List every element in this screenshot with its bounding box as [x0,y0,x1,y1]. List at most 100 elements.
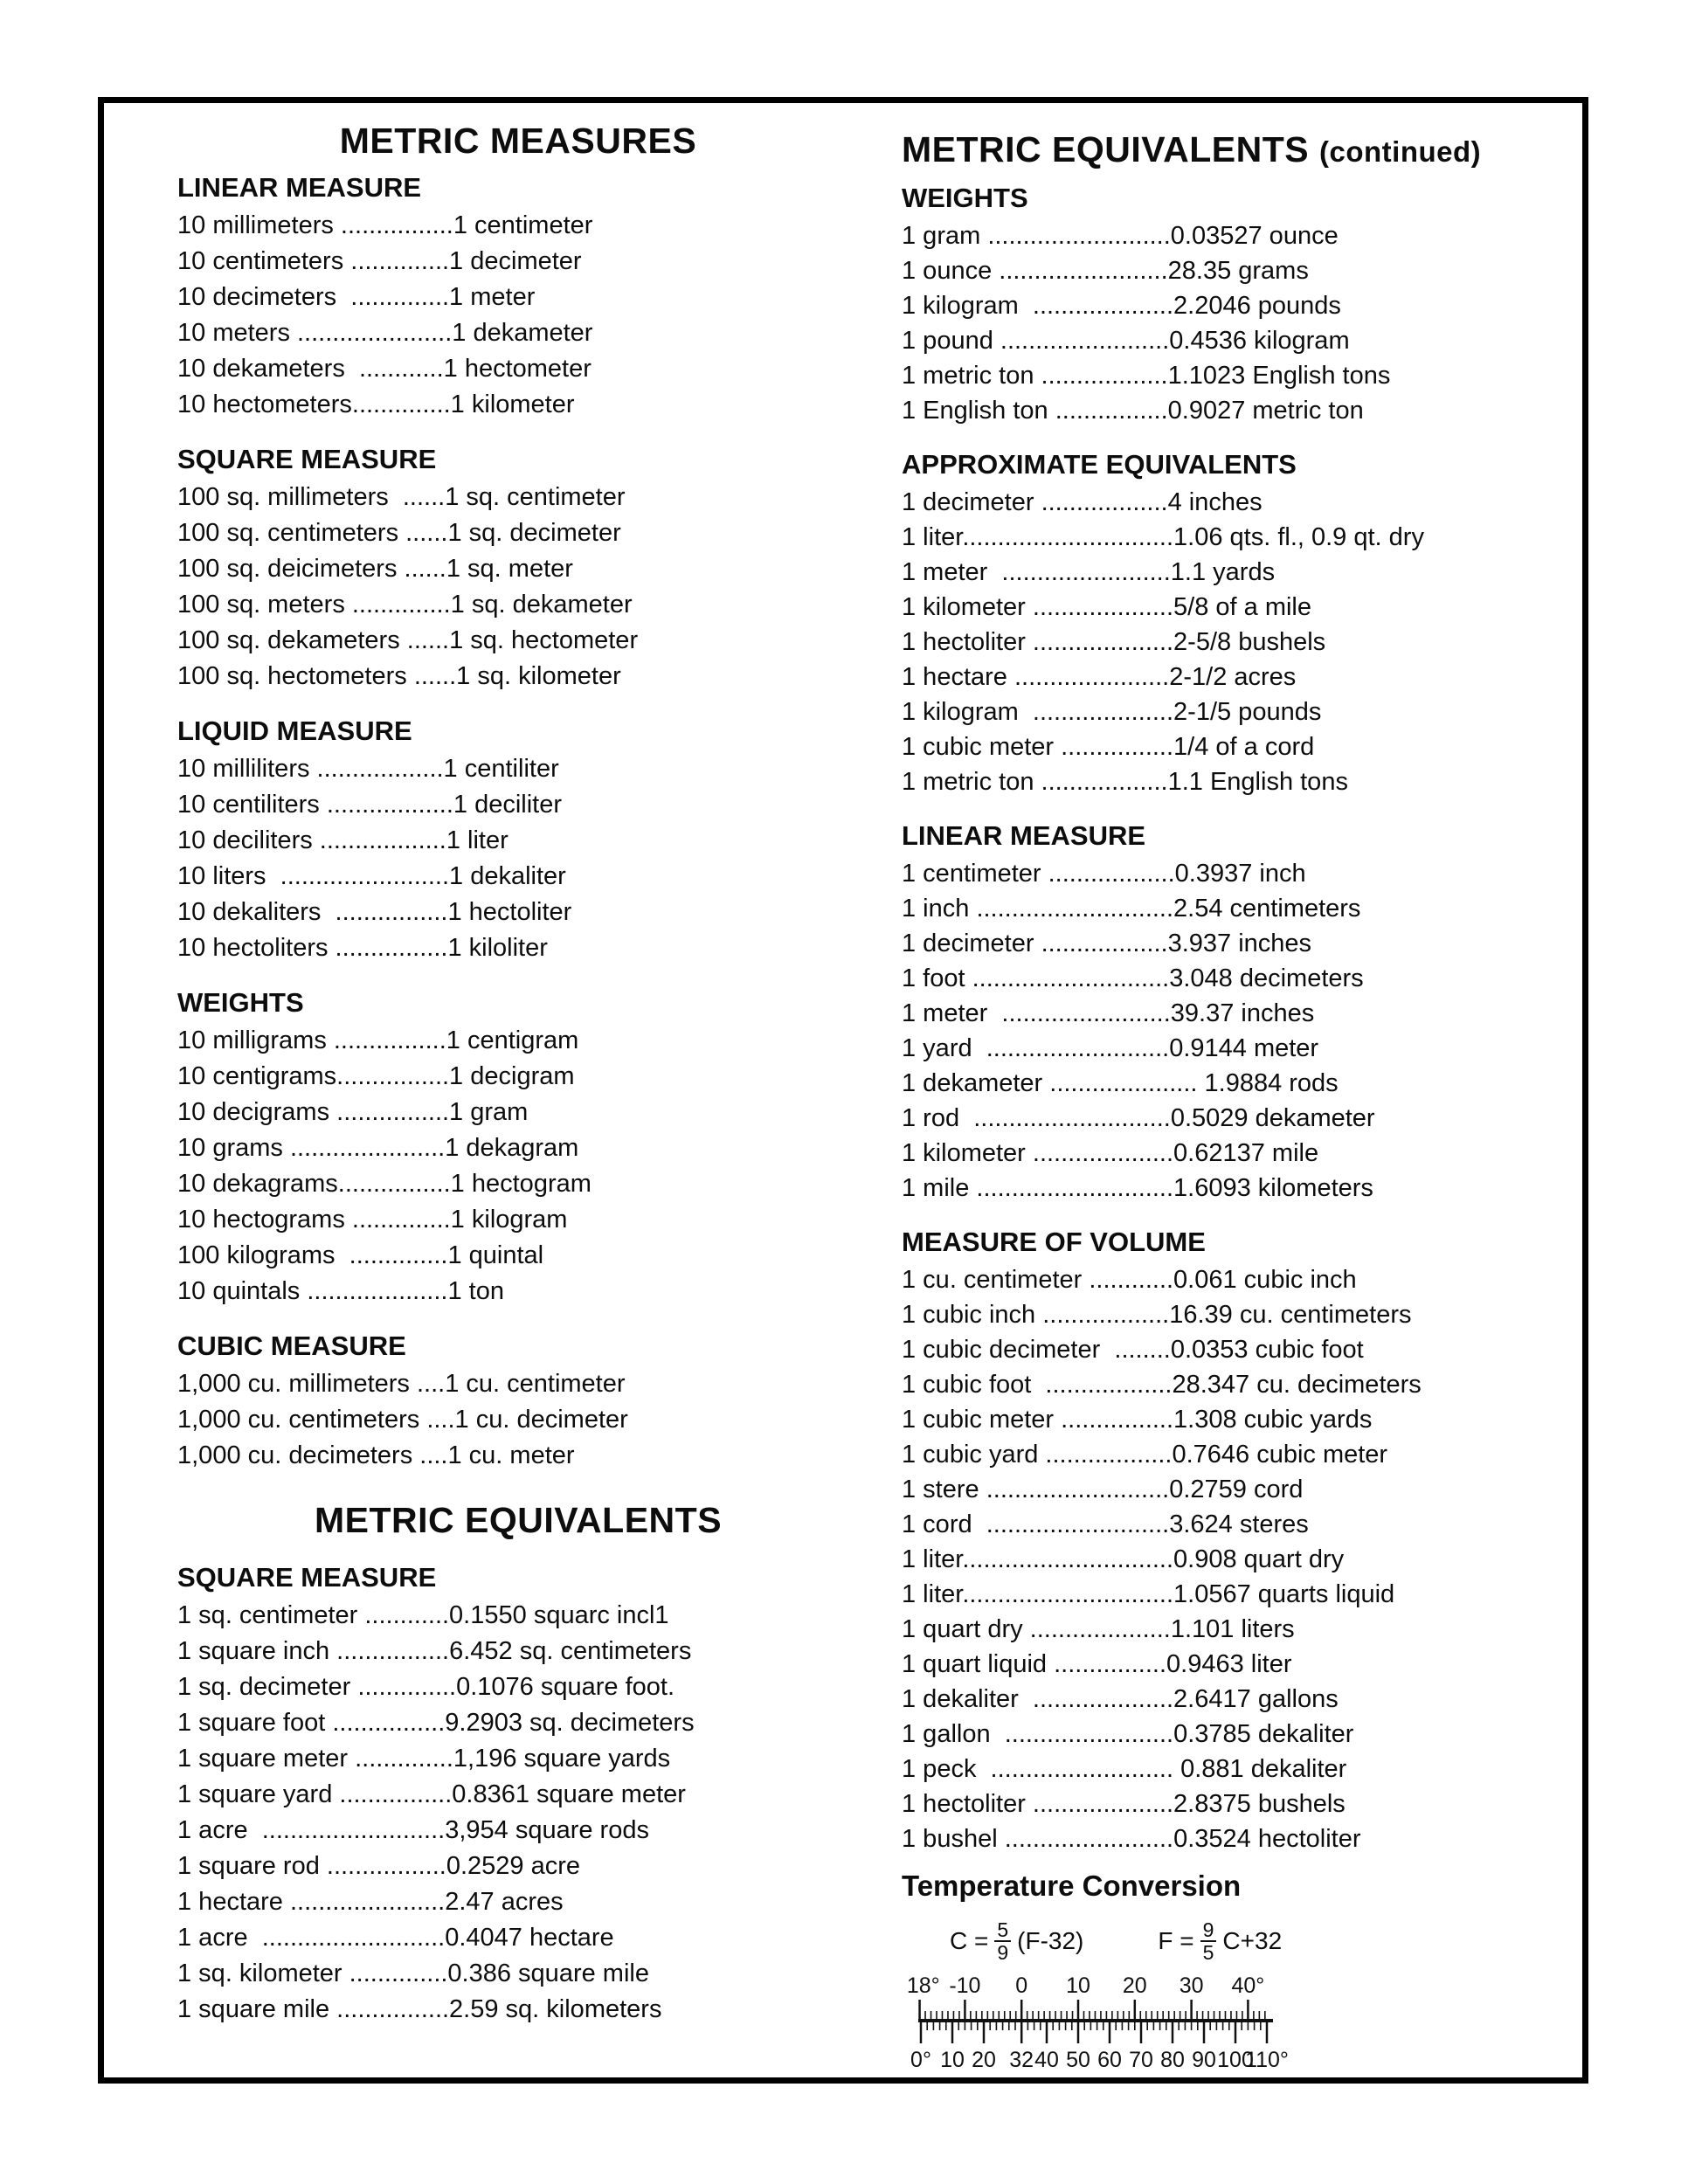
conversion-line: 1 hectoliter ....................2-5/8 b… [902,628,1326,656]
conversion-list: 1,000 cu. millimeters ....1 cu. centimet… [177,1366,859,1474]
conversion-line: 10 liters ........................1 deka… [177,862,566,890]
conversion-line: 100 sq. dekameters ......1 sq. hectomete… [177,626,639,654]
fraction: 9 5 [1200,1919,1217,1964]
conversion-line: 1 liter..............................0.9… [902,1545,1345,1573]
conversion-line: 1 gallon ........................0.3785 … [902,1720,1354,1748]
svg-text:70: 70 [1129,2048,1153,2072]
conversion-line: 1 liter..............................1.0… [902,523,1424,551]
conversion-line: 10 meters ......................1 dekame… [177,319,593,347]
conversion-line: 100 sq. centimeters ......1 sq. decimete… [177,519,621,547]
conversion-line: 10 dekameters ............1 hectometer [177,355,591,383]
conversion-line: 1 kilometer ....................5/8 of a… [902,593,1311,621]
section-heading: MEASURE OF VOLUME [902,1227,1206,1257]
conversion-list: 10 milliliters ..................1 centi… [177,751,859,966]
conversion-line: 1 centimeter ..................0.3937 in… [902,860,1306,888]
svg-text:-18°: -18° [907,1975,940,1998]
conversion-line: 100 sq. millimeters ......1 sq. centimet… [177,483,626,511]
left-column: METRIC MEASURES LINEAR MEASURE 10 millim… [177,121,859,2028]
conversion-line: 10 centimeters ..............1 decimeter [177,247,582,275]
fahrenheit-formula: F = 9 5 C+32 [1158,1919,1282,1964]
conversion-line: 1 cord ..........................3.624 s… [902,1510,1309,1538]
conversion-line: 1 sq. kilometer ..............0.386 squa… [177,1959,649,1987]
svg-text:110°: 110° [1245,2048,1289,2072]
conversion-line: 1 pound ........................0.4536 k… [902,327,1350,355]
conversion-line: 1 foot ............................3.048… [902,964,1364,992]
svg-text:32: 32 [1009,2048,1034,2072]
svg-text:0°: 0° [910,2048,931,2072]
conversion-line: 1 cu. centimeter ............0.061 cubic… [902,1266,1357,1294]
conversion-line: 10 grams ......................1 dekagra… [177,1134,579,1162]
section-weights: WEIGHTS 10 milligrams ................1 … [177,987,859,1310]
conversion-line: 1 metric ton ..................1.1 Engli… [902,768,1348,796]
svg-text:40: 40 [1034,2048,1059,2072]
conversion-line: 100 kilograms ..............1 quintal [177,1241,544,1269]
conversion-line: 10 hectoliters ................1 kilolit… [177,934,548,962]
section-heading: APPROXIMATE EQUIVALENTS [902,449,1297,480]
conversion-line: 1 cubic decimeter ........0.0353 cubic f… [902,1336,1364,1364]
conversion-line: 10 decimeters ..............1 meter [177,283,536,311]
conversion-line: 1 square yard ................0.8361 squ… [177,1780,686,1808]
conversion-line: 10 milligrams ................1 centigra… [177,1026,579,1054]
conversion-line: 1 kilometer ....................0.62137 … [902,1139,1319,1167]
formula-lhs: F = [1158,1927,1194,1954]
conversion-list: 1 sq. centimeter ............0.1550 squa… [177,1598,859,2028]
conversion-line: 1 peck .......................... 0.881 … [902,1755,1347,1783]
conversion-line: 1 square meter ..............1,196 squar… [177,1745,671,1773]
conversion-line: 100 sq. deicimeters ......1 sq. meter [177,555,573,583]
section-heading: LIQUID MEASURE [177,715,412,746]
conversion-line: 1 stere ..........................0.2759… [902,1476,1304,1503]
svg-text:90: 90 [1192,2048,1216,2072]
conversion-line: 10 hectometers..............1 kilometer [177,390,575,418]
conversion-list: 100 sq. millimeters ......1 sq. centimet… [177,480,859,695]
conversion-line: 1 mile ............................1.609… [902,1174,1373,1202]
conversion-list: 1 centimeter ..................0.3937 in… [902,856,1592,1206]
conversion-line: 1 cubic yard ..................0.7646 cu… [902,1441,1388,1469]
conversion-line: 1 acre ..........................3,954 s… [177,1816,649,1844]
metric-equivalents-continued-title: METRIC EQUIVALENTS (continued) [902,129,1592,172]
conversion-line: 10 decigrams ................1 gram [177,1098,529,1126]
svg-text:100: 100 [1217,2048,1254,2072]
conversion-line: 10 milliliters ..................1 centi… [177,755,559,783]
section-heading: WEIGHTS [177,987,304,1018]
section-heading: SQUARE MEASURE [177,1562,437,1593]
svg-text:10: 10 [1066,1975,1090,1998]
formula-lhs: C = [950,1927,989,1954]
svg-text:-10: -10 [949,1975,980,1998]
conversion-list: 1 gram ..........................0.03527… [902,218,1592,428]
conversion-line: 1 metric ton ..................1.1023 En… [902,362,1391,390]
fraction-numerator: 9 [1202,1918,1214,1941]
conversion-line: 1 yard ..........................0.9144 … [902,1034,1319,1062]
conversion-line: 100 sq. hectometers ......1 sq. kilomete… [177,662,621,690]
conversion-line: 10 deciliters ..................1 liter [177,826,508,854]
conversion-line: 10 dekaliters ................1 hectolit… [177,898,572,926]
conversion-line: 1 cubic meter ................1/4 of a c… [902,733,1315,761]
page-border-frame [98,97,1588,2084]
conversion-line: 1 kilogram ....................2.2046 po… [902,292,1341,320]
section-heading: LINEAR MEASURE [177,172,422,203]
fraction-denominator: 9 [994,1939,1012,1964]
section-heading: LINEAR MEASURE [902,820,1146,851]
section-approximate-equivalents: APPROXIMATE EQUIVALENTS 1 decimeter ....… [902,449,1592,799]
conversion-line: 1 meter ........................39.37 in… [902,999,1315,1027]
conversion-line: 1 decimeter ..................3.937 inch… [902,930,1312,957]
conversion-line: 1 hectare ......................2.47 acr… [177,1888,564,1916]
section-heading: WEIGHTS [902,183,1028,213]
section-heading: CUBIC MEASURE [177,1330,406,1361]
section-liquid-measure: LIQUID MEASURE 10 milliliters ..........… [177,715,859,966]
conversion-line: 10 millimeters ................1 centime… [177,211,593,239]
conversion-line: 1,000 cu. millimeters ....1 cu. centimet… [177,1370,626,1398]
fraction-numerator: 5 [997,1918,1009,1941]
conversion-line: 10 dekagrams................1 hectogram [177,1170,591,1198]
conversion-line: 1 cubic meter ................1.308 cubi… [902,1406,1373,1434]
conversion-line: 1,000 cu. decimeters ....1 cu. meter [177,1441,575,1469]
title-continued-suffix: (continued) [1319,135,1482,168]
fraction: 5 9 [994,1918,1012,1964]
conversion-line: 1 inch ............................2.54 … [902,895,1361,923]
svg-text:60: 60 [1097,2048,1122,2072]
conversion-line: 1 decimeter ..................4 inches [902,488,1263,516]
metric-equivalents-title: METRIC EQUIVALENTS [314,1500,723,1540]
title-text: METRIC EQUIVALENTS [902,129,1310,169]
conversion-line: 10 centigrams................1 decigram [177,1062,575,1090]
